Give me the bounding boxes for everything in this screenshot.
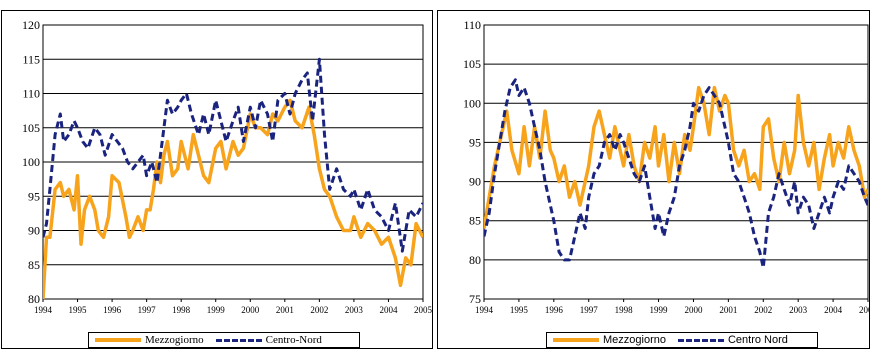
legend-label-centro-nord: Centro-Nord xyxy=(265,334,322,346)
x-tick-label: 1996 xyxy=(103,305,122,315)
y-tick-label: 105 xyxy=(463,57,481,71)
y-tick-label: 115 xyxy=(22,52,40,66)
legend-item-mezzogiorno: Mezzogiorno xyxy=(95,334,204,346)
x-tick-label: 2005 xyxy=(859,305,870,315)
y-tick-label: 75 xyxy=(469,292,481,306)
x-tick-label: 1999 xyxy=(207,305,226,315)
y-tick-label: 100 xyxy=(22,155,40,169)
x-tick-label: 1998 xyxy=(172,305,191,315)
x-tick-label: 1996 xyxy=(545,305,564,315)
y-tick-label: 110 xyxy=(463,18,481,32)
x-tick-label: 1997 xyxy=(138,305,157,315)
x-tick-label: 2005 xyxy=(414,305,433,315)
chart-panel-left: 80 85 90 95 100 105 110 115 120 1994 1995 1996 1997 1… xyxy=(1,10,433,349)
x-tick-label: 1998 xyxy=(615,305,634,315)
legend-right: Mezzogiorno Centro Nord xyxy=(546,332,818,348)
x-tick-label: 1995 xyxy=(510,305,528,315)
series-line-centro-nord xyxy=(43,57,423,253)
x-tick-label: 2004 xyxy=(379,305,398,315)
series-line-mezzogiorno xyxy=(43,98,423,300)
legend-swatch-centro-nord xyxy=(677,338,724,342)
legend-left: Mezzogiorno Centro-Nord xyxy=(88,332,360,348)
series-line-mezzogiorno xyxy=(484,85,868,229)
series-line-centro-nord xyxy=(484,78,868,270)
y-tick-label: 90 xyxy=(469,175,481,189)
legend-label-mezzogiorno: Mezzogiorno xyxy=(603,334,666,346)
chart-right-svg: 75 80 85 90 95 100 105 110 1994 1995 1996 1997 1998 1… xyxy=(463,18,870,315)
x-tick-label: 2001 xyxy=(276,305,294,315)
legend-label-mezzogiorno: Mezzogiorno xyxy=(145,334,204,346)
y-tick-label: 85 xyxy=(469,214,481,228)
x-tick-label: 2000 xyxy=(241,305,260,315)
y-tick-label: 100 xyxy=(463,96,481,110)
x-tick-label: 1995 xyxy=(69,305,88,315)
x-tick-label: 2003 xyxy=(789,305,808,315)
legend-label-centro-nord: Centro Nord xyxy=(727,334,788,346)
x-tick-label: 2002 xyxy=(310,305,328,315)
y-tick-label: 95 xyxy=(28,189,40,203)
legend-swatch-mezzogiorno xyxy=(553,338,599,342)
x-tick-label: 2000 xyxy=(684,305,703,315)
x-tick-label: 1997 xyxy=(580,305,599,315)
x-tick-label: 2002 xyxy=(754,305,772,315)
x-tick-label: 2003 xyxy=(345,305,364,315)
y-tick-label: 85 xyxy=(28,258,40,272)
chart-left-svg: 80 85 90 95 100 105 110 115 120 1994 1995 1996 1997 1… xyxy=(22,18,433,315)
x-tick-label: 1994 xyxy=(34,305,53,315)
y-tick-label: 80 xyxy=(28,292,40,306)
x-tick-label: 1999 xyxy=(650,305,669,315)
chart-panel-right: 75 80 85 90 95 100 105 110 1994 1995 1996 1997 1998 1… xyxy=(437,10,870,349)
x-tick-label: 2004 xyxy=(824,305,843,315)
x-tick-label: 1994 xyxy=(475,305,494,315)
y-tick-label: 110 xyxy=(22,87,40,101)
y-tick-label: 90 xyxy=(28,224,40,238)
legend-item-mezzogiorno: Mezzogiorno xyxy=(553,334,666,346)
legend-swatch-mezzogiorno xyxy=(95,338,141,342)
y-tick-label: 105 xyxy=(22,121,40,135)
x-tick-label: 2001 xyxy=(719,305,737,315)
legend-swatch-centro-nord xyxy=(215,338,262,342)
y-tick-label: 120 xyxy=(22,18,40,32)
legend-item-centro-nord: Centro Nord xyxy=(677,334,788,346)
y-tick-label: 95 xyxy=(469,135,481,149)
legend-item-centro-nord: Centro-Nord xyxy=(215,334,322,346)
y-tick-label: 80 xyxy=(469,253,481,267)
plot-area-border xyxy=(483,24,869,300)
plot-area-border xyxy=(42,24,424,300)
